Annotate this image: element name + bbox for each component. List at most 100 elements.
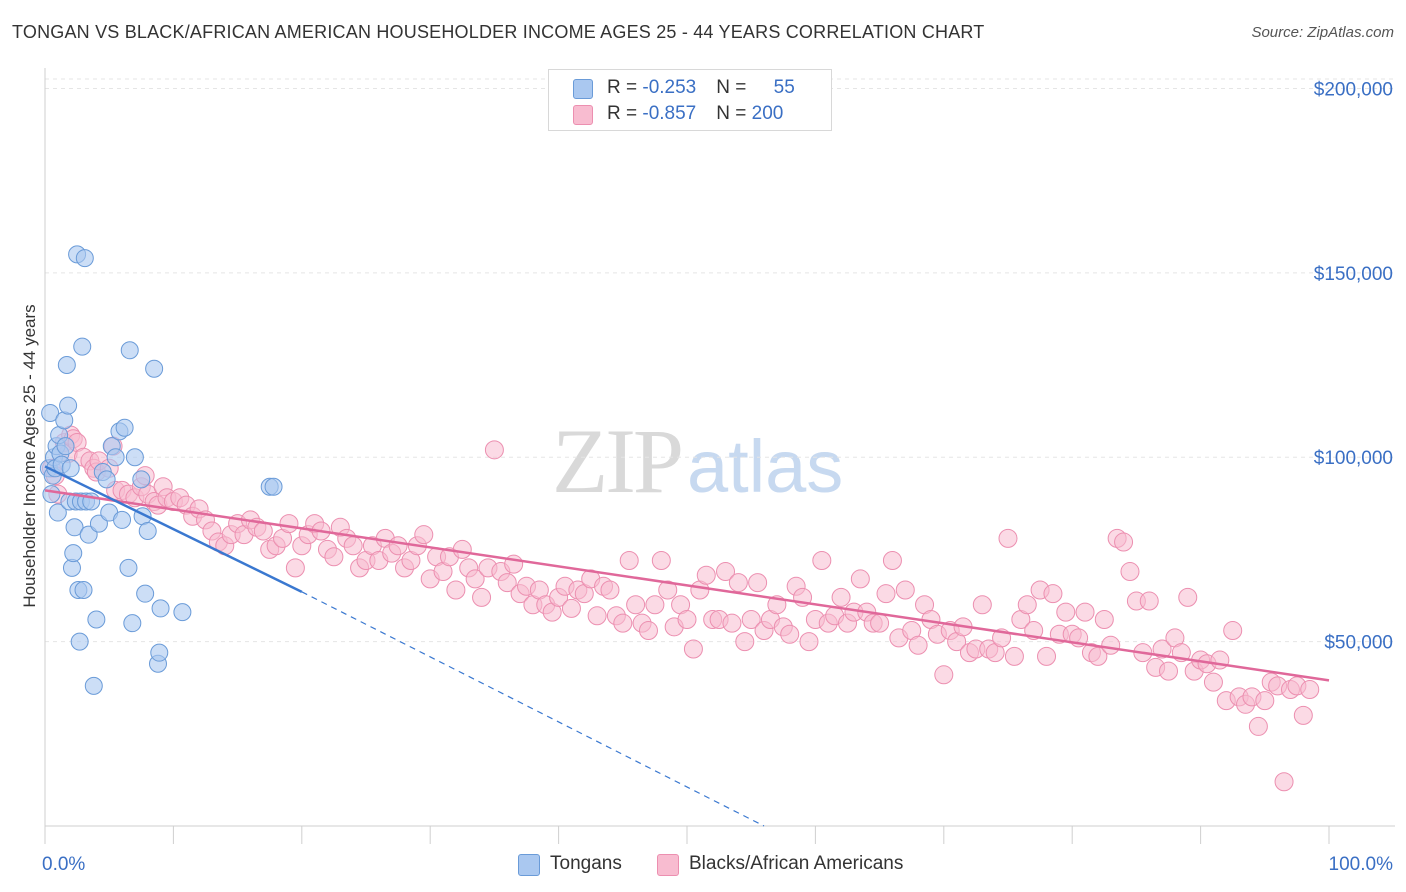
data-point-tongans [138, 521, 157, 540]
x-tick-label-end: 100.0% [1329, 854, 1394, 875]
data-point-blacks [780, 624, 800, 644]
data-point-blacks [1004, 646, 1024, 666]
data-point-blacks [799, 632, 819, 652]
data-point-blacks [934, 665, 954, 685]
data-point-blacks [484, 440, 504, 460]
data-point-blacks [1178, 587, 1198, 607]
data-point-blacks [1203, 672, 1223, 692]
data-point-blacks [1293, 705, 1313, 725]
data-point-tongans [123, 614, 142, 633]
data-point-blacks [696, 565, 716, 585]
series-blacks-points [41, 425, 1320, 792]
data-point-tongans [132, 470, 151, 489]
data-point-blacks [1056, 602, 1076, 622]
data-point-tongans [61, 459, 80, 478]
data-point-tongans [87, 610, 106, 629]
data-point-blacks [895, 580, 915, 600]
data-point-tongans [89, 514, 108, 533]
y-tick-label: $50,000 [1324, 633, 1393, 654]
data-point-tongans [65, 518, 84, 537]
data-point-tongans [151, 599, 170, 618]
data-point-blacks [722, 613, 742, 633]
data-point-blacks [1139, 591, 1159, 611]
data-point-blacks [645, 595, 665, 615]
data-point-blacks [497, 573, 517, 593]
data-point-blacks [638, 621, 658, 641]
data-point-tongans [136, 584, 155, 603]
data-point-blacks [1017, 595, 1037, 615]
data-point-tongans [119, 558, 138, 577]
data-point-blacks [677, 609, 697, 629]
correlation-legend: R = -0.253 N = 55 R = -0.857 N = 200 [548, 69, 832, 131]
data-point-blacks [472, 587, 492, 607]
trend-line-tongans-extension [301, 591, 765, 827]
trend-line-tongans [44, 465, 303, 593]
data-point-tongans [113, 510, 132, 529]
bottom-legend-swatch-blacks [657, 854, 679, 876]
data-point-blacks [1223, 621, 1243, 641]
data-point-blacks [1300, 680, 1320, 700]
data-point-blacks [1255, 691, 1275, 711]
y-tick-label: $150,000 [1314, 264, 1393, 285]
x-tick-label-start: 0.0% [42, 854, 85, 875]
data-point-blacks [619, 550, 639, 570]
watermark-zip: ZIP [552, 410, 684, 512]
data-point-blacks [812, 550, 832, 570]
data-point-blacks [1159, 661, 1178, 681]
data-point-blacks [741, 609, 761, 629]
data-point-blacks [1152, 639, 1172, 659]
data-point-blacks [716, 562, 736, 582]
data-point-blacks [735, 632, 755, 652]
legend-r-value: -0.253 [642, 77, 697, 98]
data-point-tongans [106, 448, 125, 467]
legend-swatch-blacks [573, 105, 593, 125]
data-point-blacks [1101, 635, 1121, 655]
data-point-blacks [561, 598, 581, 618]
legend-r-label: R = [607, 77, 643, 98]
data-point-blacks [324, 547, 344, 567]
data-point-tongans [74, 580, 93, 599]
data-point-tongans [42, 485, 61, 504]
trend-line-blacks [44, 489, 1330, 682]
legend-n-label: N = [716, 77, 752, 98]
data-point-blacks [285, 558, 305, 578]
data-point-tongans [173, 603, 192, 622]
data-point-blacks [465, 569, 485, 589]
axis-labels: Householder Income Ages 25 - 44 years $5… [20, 79, 1393, 875]
data-point-tongans [48, 503, 67, 522]
data-point-tongans [75, 249, 94, 268]
y-tick-label: $100,000 [1314, 448, 1393, 469]
series-tongans-points [39, 245, 283, 695]
legend-r-label: R = [607, 103, 643, 124]
data-point-blacks [683, 639, 703, 659]
data-point-tongans [64, 544, 83, 563]
data-point-tongans [125, 448, 144, 467]
data-point-tongans [150, 643, 169, 662]
data-point-blacks [343, 536, 363, 556]
data-point-blacks [1120, 562, 1140, 582]
data-point-blacks [388, 536, 408, 556]
bottom-legend-swatch-tongans [518, 854, 540, 876]
data-point-blacks [850, 569, 870, 589]
data-point-blacks [626, 595, 646, 615]
data-point-tongans [84, 676, 103, 695]
data-point-blacks [651, 550, 671, 570]
data-point-tongans [97, 470, 116, 489]
data-point-blacks [1274, 772, 1294, 792]
data-point-blacks [728, 573, 748, 593]
data-point-blacks [1043, 584, 1063, 604]
data-point-blacks [1037, 646, 1057, 666]
data-point-blacks [658, 580, 678, 600]
data-point-tongans [70, 632, 89, 651]
data-point-blacks [1094, 609, 1114, 629]
data-point-blacks [748, 573, 768, 593]
legend-n-value: 55 [773, 77, 795, 98]
data-point-tongans [59, 396, 78, 415]
data-point-blacks [414, 525, 434, 545]
data-point-blacks [882, 550, 902, 570]
data-point-tongans [73, 337, 92, 356]
data-point-tongans [120, 341, 139, 360]
data-point-blacks [908, 635, 928, 655]
data-point-tongans [264, 477, 283, 496]
data-point-tongans [41, 403, 60, 422]
